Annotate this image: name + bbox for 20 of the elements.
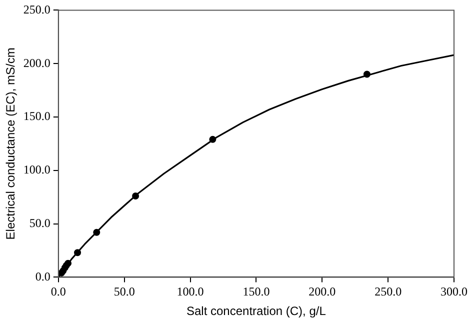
x-axis-title: Salt concentration (C), g/L <box>186 304 326 318</box>
x-tick-label: 300.0 <box>440 284 468 299</box>
point <box>209 136 216 143</box>
y-tick-label: 50.0 <box>29 216 50 230</box>
x-tick-label: 250.0 <box>374 284 402 299</box>
point <box>93 228 100 236</box>
x-tick-label: 0.0 <box>50 284 66 299</box>
x-tick-label: 100.0 <box>176 284 204 299</box>
x-tick-label: 50.0 <box>114 284 135 299</box>
y-tick-label: 250.0 <box>23 2 50 16</box>
point <box>363 70 370 78</box>
x-tick-label: 150.0 <box>242 284 270 299</box>
point <box>74 249 82 256</box>
y-tick-label: 0.0 <box>35 269 50 284</box>
y-tick-label: 150.0 <box>23 109 50 124</box>
x-tick-label: 200.0 <box>308 284 336 299</box>
point <box>132 192 140 200</box>
y-tick-label: 200.0 <box>23 56 50 70</box>
y-tick-label: 100.0 <box>23 162 50 177</box>
y-axis-title: Electrical conductance (EC), mS/cm <box>4 48 18 240</box>
